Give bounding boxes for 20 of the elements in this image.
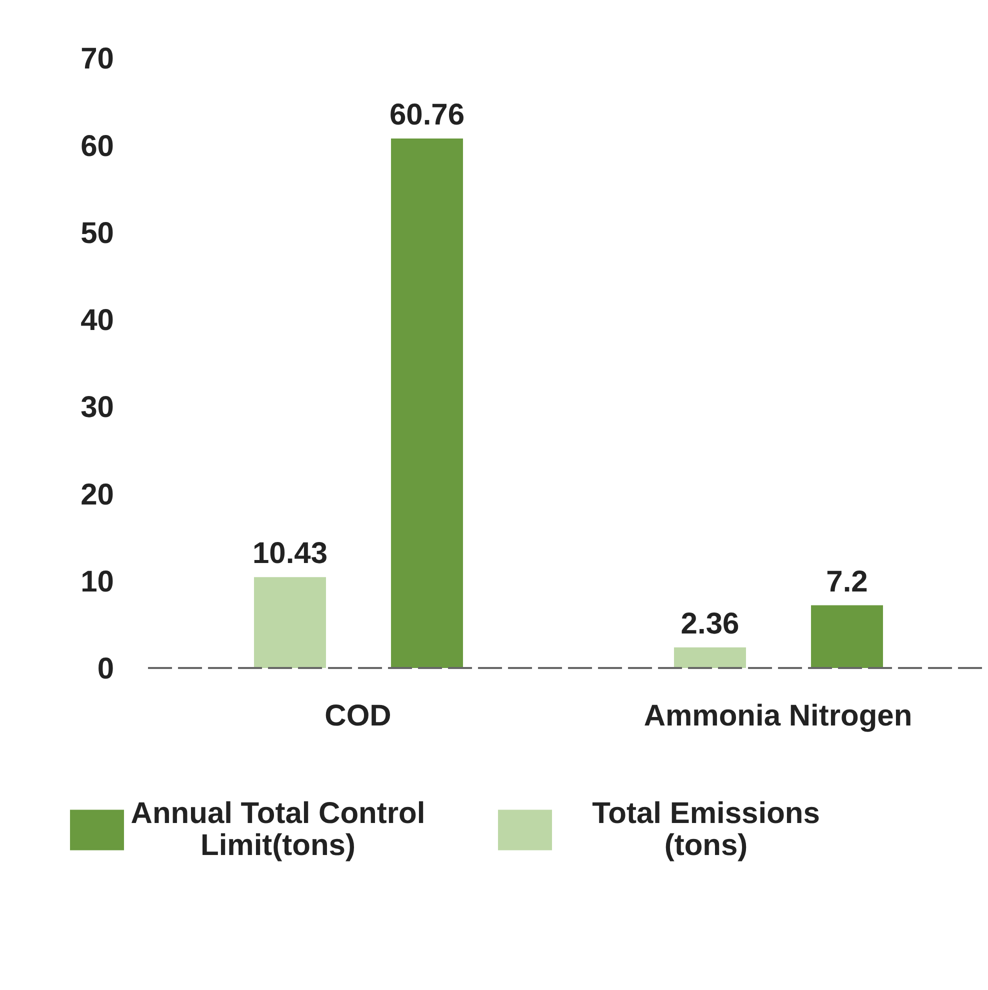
legend-label: Total Emissions (tons) bbox=[591, 797, 821, 862]
x-tick-label: COD bbox=[324, 699, 392, 732]
data-label: 7.2 bbox=[826, 565, 868, 598]
y-tick-label: 70 bbox=[80, 42, 114, 76]
x-tick-label: Ammonia Nitrogen bbox=[644, 699, 912, 732]
y-tick-label: 30 bbox=[80, 391, 114, 424]
data-label: 10.43 bbox=[252, 537, 328, 570]
bar bbox=[254, 577, 326, 668]
y-tick-label: 0 bbox=[97, 652, 114, 686]
legend-label: Annual Total Control Limit(tons) bbox=[130, 797, 426, 862]
data-label: 2.36 bbox=[680, 607, 740, 640]
bar bbox=[811, 605, 883, 668]
y-tick-label: 60 bbox=[80, 130, 114, 163]
y-tick-label: 40 bbox=[80, 304, 114, 338]
bar bbox=[674, 647, 746, 668]
bar bbox=[391, 138, 463, 668]
y-tick-label: 50 bbox=[80, 216, 114, 250]
y-tick-label: 10 bbox=[80, 566, 114, 599]
y-tick-label: 20 bbox=[80, 478, 114, 512]
data-label: 60.76 bbox=[389, 98, 465, 132]
